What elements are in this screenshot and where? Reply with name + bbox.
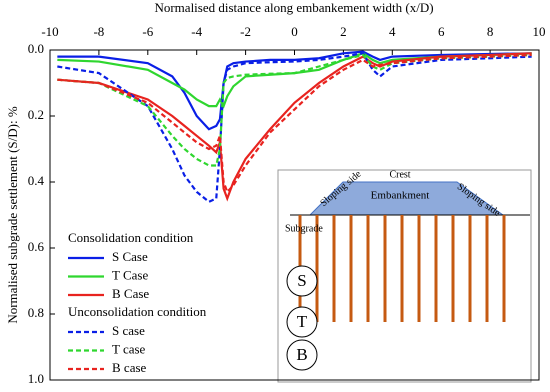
piles xyxy=(298,215,506,322)
legend-label: B case xyxy=(112,360,147,375)
x-tick-label: 0 xyxy=(291,24,298,39)
embankment-label: Embankment xyxy=(371,190,430,202)
legend-label: S case xyxy=(112,323,145,338)
circle xyxy=(286,265,318,297)
circle xyxy=(286,339,318,371)
x-tick-label: -6 xyxy=(142,24,153,39)
legend-label: T Case xyxy=(112,267,148,282)
y-tick-label: 0.0 xyxy=(28,41,44,56)
y-axis-label: Normalised subgrade settlement (S/D): % xyxy=(5,106,20,324)
x-tick-label: -10 xyxy=(41,24,58,39)
x-tick-label: 4 xyxy=(389,24,396,39)
circle-label: T xyxy=(297,312,308,331)
series-line xyxy=(57,52,532,204)
circle-label: S xyxy=(297,271,306,290)
legend-label: B Case xyxy=(112,286,149,301)
circle-label: B xyxy=(296,345,307,364)
x-tick-label: -2 xyxy=(240,24,251,39)
circle xyxy=(286,306,318,338)
x-tick-label: 2 xyxy=(340,24,347,39)
series-line xyxy=(57,52,532,109)
x-tick-label: 10 xyxy=(533,24,546,39)
inset-diagram: S T B Crest Embankment Sloping side Slop… xyxy=(277,168,532,383)
series-line xyxy=(57,53,532,194)
x-tick-label: 6 xyxy=(438,24,445,39)
series-line xyxy=(57,50,532,131)
x-tick-label: -4 xyxy=(191,24,202,39)
x-tick-label: -8 xyxy=(93,24,104,39)
y-tick-label: 0.4 xyxy=(28,173,45,188)
y-tick-label: 0.8 xyxy=(28,305,44,320)
y-tick-label: 0.2 xyxy=(28,107,44,122)
x-axis-label: Normalised distance along embankement wi… xyxy=(154,0,433,15)
legend-title: Unconsolidation condition xyxy=(68,304,207,319)
legend-title: Consolidation condition xyxy=(68,230,194,245)
y-tick-label: 0.6 xyxy=(28,239,45,254)
crest-label: Crest xyxy=(389,169,410,180)
y-tick-label: 1.0 xyxy=(28,371,44,386)
legend-label: S Case xyxy=(112,249,148,264)
legend-label: T case xyxy=(112,341,146,356)
series-line xyxy=(57,53,532,167)
subgrade-label: Subgrade xyxy=(285,223,323,234)
x-tick-label: 8 xyxy=(487,24,494,39)
